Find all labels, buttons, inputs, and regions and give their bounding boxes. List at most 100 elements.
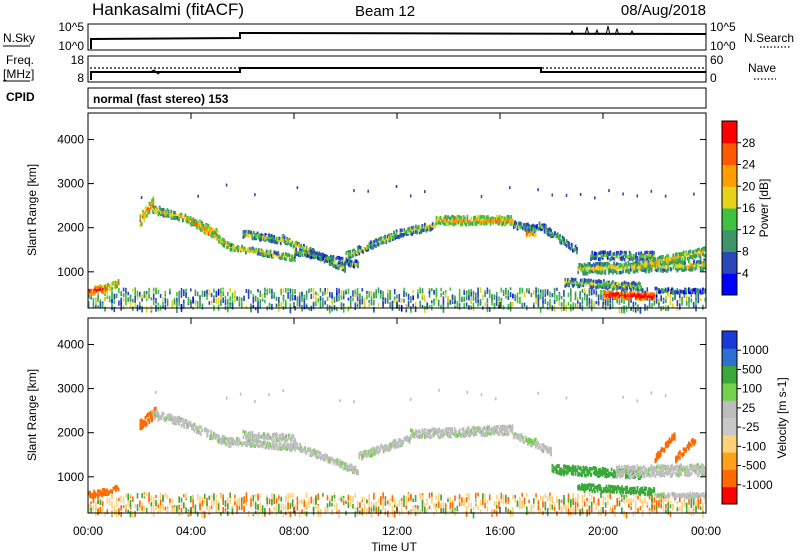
ground-scatter-cell — [405, 498, 408, 503]
ground-scatter-cell — [132, 510, 134, 518]
speckle-cell — [636, 194, 639, 198]
echo-cell — [103, 490, 106, 494]
y-tick-label: 3000 — [57, 177, 84, 191]
echo-cell — [363, 247, 366, 252]
ground-scatter-cell — [257, 306, 259, 314]
ground-scatter-cell — [544, 508, 547, 513]
echo-cell — [408, 228, 411, 233]
echo-cell — [350, 253, 353, 257]
echo-cell — [178, 214, 180, 218]
echo-cell — [273, 240, 276, 245]
echo-cell — [348, 260, 350, 265]
ground-scatter-cell — [296, 505, 299, 511]
echo-cell — [677, 254, 680, 258]
ground-scatter-cell — [340, 289, 343, 296]
echo-cell — [637, 265, 640, 269]
echo-cell — [297, 251, 300, 255]
echo-cell — [322, 256, 325, 261]
echo-cell — [479, 216, 482, 220]
echo-cell — [587, 263, 590, 267]
echo-cell — [660, 263, 663, 267]
ground-scatter-cell — [231, 506, 234, 510]
ground-scatter-cell — [672, 290, 674, 296]
echo-cell — [191, 220, 193, 225]
ground-scatter-cell — [387, 293, 389, 299]
echo-cell — [200, 432, 202, 436]
ground-scatter-cell — [278, 297, 280, 304]
echo-cell — [653, 292, 655, 296]
echo-cell — [112, 281, 115, 285]
ground-scatter-cell — [484, 493, 486, 499]
ground-scatter-cell — [294, 289, 296, 294]
ground-scatter-cell — [192, 504, 194, 509]
echo-cell — [237, 443, 240, 447]
ground-scatter-cell — [500, 300, 503, 304]
ground-scatter-cell — [347, 297, 350, 301]
ground-scatter-cell — [440, 287, 442, 292]
echo-cell — [583, 278, 586, 282]
noise-strip: N.Sky 10^5 10^0 10^5 10^0 N.Search — [3, 20, 794, 53]
ground-scatter-cell — [421, 499, 424, 507]
echo-cell — [666, 261, 668, 266]
ground-scatter-cell — [535, 493, 537, 498]
ground-scatter-cell — [444, 503, 447, 510]
echo-cell — [592, 267, 595, 272]
echo-cell — [142, 215, 144, 219]
ground-scatter-cell — [604, 502, 607, 508]
echo-cell — [145, 208, 148, 213]
ground-scatter-cell — [222, 494, 224, 500]
echo-cell — [247, 229, 250, 234]
freq-unit-label: [MHz] — [3, 67, 34, 81]
echo-cell — [265, 445, 268, 449]
echo-cell — [594, 252, 596, 256]
echo-cell — [318, 255, 321, 259]
echo-cell — [641, 297, 644, 301]
echo-cell — [117, 281, 120, 285]
echo-cell — [286, 253, 289, 257]
ground-scatter-cell — [178, 297, 180, 303]
echo-cell — [606, 267, 609, 271]
ground-scatter-cell — [382, 494, 384, 499]
ground-scatter-cell — [224, 500, 227, 507]
echo-cell — [429, 224, 431, 229]
ground-scatter-cell — [380, 290, 382, 295]
echo-cell — [259, 252, 261, 256]
echo-cell — [613, 257, 616, 261]
ground-scatter-cell — [672, 504, 674, 509]
ground-scatter-cell — [180, 502, 183, 508]
ground-scatter-cell — [426, 302, 428, 309]
ground-scatter-cell — [688, 499, 690, 505]
echo-cell — [668, 263, 671, 267]
echo-cell — [367, 245, 370, 250]
ground-scatter-cell — [488, 289, 491, 293]
echo-cell — [630, 283, 632, 288]
echo-cell — [684, 253, 686, 257]
echo-cell — [252, 443, 255, 447]
echo-cell — [658, 290, 661, 295]
echo-cell — [592, 253, 595, 258]
echo-cell — [162, 213, 165, 217]
ground-scatter-cell — [697, 297, 700, 304]
ground-scatter-cell — [238, 505, 241, 511]
ground-scatter-cell — [157, 509, 160, 514]
ground-scatter-cell — [477, 302, 479, 307]
echo-cell — [608, 264, 610, 269]
ground-scatter-cell — [570, 506, 572, 511]
echo-cell — [259, 235, 261, 240]
echo-cell — [633, 263, 636, 268]
ground-scatter-cell — [368, 299, 370, 303]
speckle-cell — [154, 390, 157, 394]
echo-cell — [671, 287, 673, 292]
ground-scatter-cell — [319, 288, 322, 293]
echo-cell — [254, 438, 256, 443]
echo-cell — [350, 263, 353, 267]
echo-cell — [648, 294, 650, 298]
echo-cell — [156, 209, 158, 213]
echo-cell — [660, 268, 663, 273]
echo-cell — [104, 492, 107, 496]
echo-cell — [505, 221, 507, 225]
echo-cell — [645, 263, 648, 267]
echo-cell — [310, 248, 313, 253]
ground-scatter-cell — [349, 495, 352, 503]
echo-cell — [574, 277, 577, 282]
